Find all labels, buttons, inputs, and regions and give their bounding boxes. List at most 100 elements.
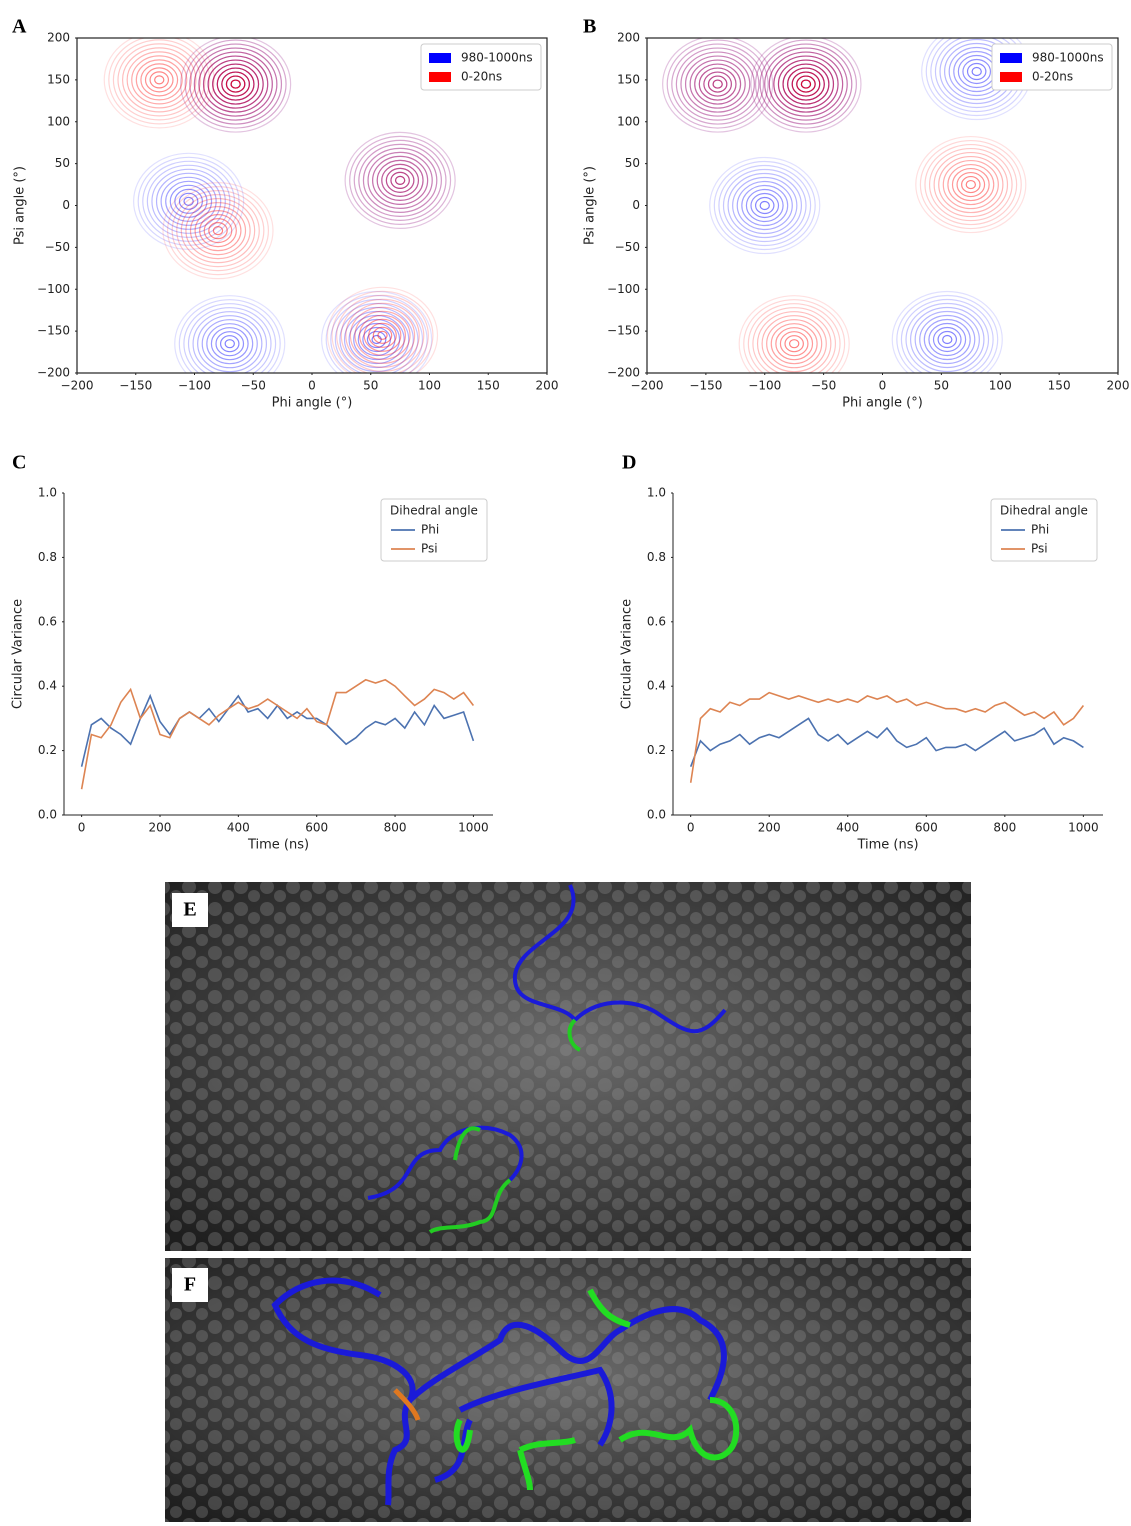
contour-ring — [144, 67, 174, 93]
contour-ring — [923, 318, 971, 361]
x-tick-label: −100 — [178, 379, 211, 393]
legend-swatch — [429, 53, 451, 63]
legend-swatch — [429, 72, 451, 82]
y-tick-label: −150 — [607, 324, 640, 338]
y-tick-label: 50 — [55, 156, 70, 170]
series-line — [80, 678, 475, 790]
contour-ring — [353, 139, 447, 221]
contour-ring — [662, 38, 774, 133]
contour-ring — [747, 303, 841, 373]
contour-ring — [137, 156, 240, 246]
y-tick-label: 1.0 — [647, 486, 666, 500]
series-line — [689, 717, 1084, 767]
contour-ring — [193, 47, 278, 121]
contour-ring — [372, 326, 393, 344]
contour-ring — [206, 323, 254, 365]
contour-ring — [915, 135, 1027, 234]
y-tick-label: −200 — [37, 366, 70, 380]
contour-ring — [185, 202, 251, 260]
contour-ring — [189, 43, 283, 125]
contour-ring — [756, 311, 832, 373]
x-tick-label: 50 — [363, 379, 378, 393]
contour-ring — [348, 314, 405, 365]
contour-ring — [937, 330, 958, 349]
legend-title: Dihedral angle — [1000, 504, 1088, 518]
panel-label: D — [622, 452, 636, 474]
contour-ring — [761, 315, 827, 373]
y-tick-label: −50 — [45, 240, 70, 254]
y-tick-label: −150 — [37, 324, 70, 338]
y-axis-label: Circular Variance — [11, 599, 26, 709]
legend-swatch — [1000, 53, 1022, 63]
contour-ring — [376, 159, 424, 201]
x-tick-label: 400 — [836, 821, 859, 835]
x-axis-label: Time (ns) — [856, 838, 918, 853]
contour-ring — [713, 160, 816, 251]
contour-ring — [694, 63, 742, 105]
contour-ring — [330, 298, 424, 373]
y-tick-label: 150 — [617, 72, 640, 86]
contour-ring — [192, 311, 268, 373]
x-tick-label: −50 — [241, 379, 266, 393]
x-tick-label: −50 — [811, 379, 836, 393]
panel-label-box — [172, 893, 208, 927]
contour-ring — [189, 43, 283, 125]
plot-area — [80, 678, 475, 790]
contour-ring — [928, 322, 967, 357]
x-tick-label: 50 — [934, 379, 949, 393]
contour-ring — [703, 71, 733, 97]
contour-ring — [178, 299, 281, 373]
contour-ring — [367, 151, 433, 209]
y-tick-label: 0.2 — [647, 743, 666, 757]
contour-ring — [334, 302, 419, 373]
contour-ring — [971, 66, 982, 77]
contour-ring — [961, 175, 981, 194]
contour-ring — [754, 39, 857, 129]
contour-ring — [154, 75, 165, 85]
contour-ring — [203, 218, 233, 244]
x-tick-label: 150 — [477, 379, 500, 393]
legend-swatch — [1000, 72, 1022, 82]
contour-ring — [759, 43, 853, 125]
x-tick-label: 200 — [1107, 379, 1130, 393]
contour-ring — [707, 75, 728, 93]
y-axis-label: Circular Variance — [620, 599, 635, 709]
x-tick-label: −150 — [689, 379, 722, 393]
y-tick-label: 0.0 — [647, 808, 666, 822]
contour-ring — [372, 155, 429, 205]
contour-ring — [750, 192, 780, 219]
x-tick-label: 100 — [418, 379, 441, 393]
contour-ring — [680, 51, 755, 117]
contour-ring — [184, 39, 287, 129]
contour-ring — [962, 58, 992, 85]
y-axis-label: Psi angle (°) — [583, 166, 598, 245]
panel-label: B — [583, 16, 596, 38]
contour-ring — [358, 314, 407, 356]
contour-ring — [385, 167, 415, 193]
contour-ring — [372, 155, 429, 205]
y-tick-label: 0 — [62, 198, 70, 212]
contour-ring — [349, 306, 416, 364]
contour-ring — [381, 163, 420, 197]
contour-ring — [709, 156, 821, 255]
x-tick-label: 0 — [687, 821, 695, 835]
contour-ring — [722, 168, 807, 243]
contour-ring — [698, 67, 737, 101]
plot-area — [662, 38, 1033, 373]
contour-ring — [784, 335, 804, 353]
x-tick-label: 200 — [758, 821, 781, 835]
contour-ring — [183, 303, 277, 373]
x-tick-label: −100 — [748, 379, 781, 393]
contour-ring — [782, 63, 830, 105]
contour-ring — [219, 335, 240, 353]
contour-ring — [942, 334, 953, 345]
contour-ring — [675, 47, 760, 121]
contour-ring — [376, 159, 424, 201]
contour-ring — [343, 310, 410, 369]
contour-ring — [103, 38, 215, 129]
contour-ring — [698, 67, 737, 101]
contour-ring — [779, 331, 809, 357]
contour-ring — [932, 326, 962, 353]
contour-ring — [362, 326, 391, 353]
